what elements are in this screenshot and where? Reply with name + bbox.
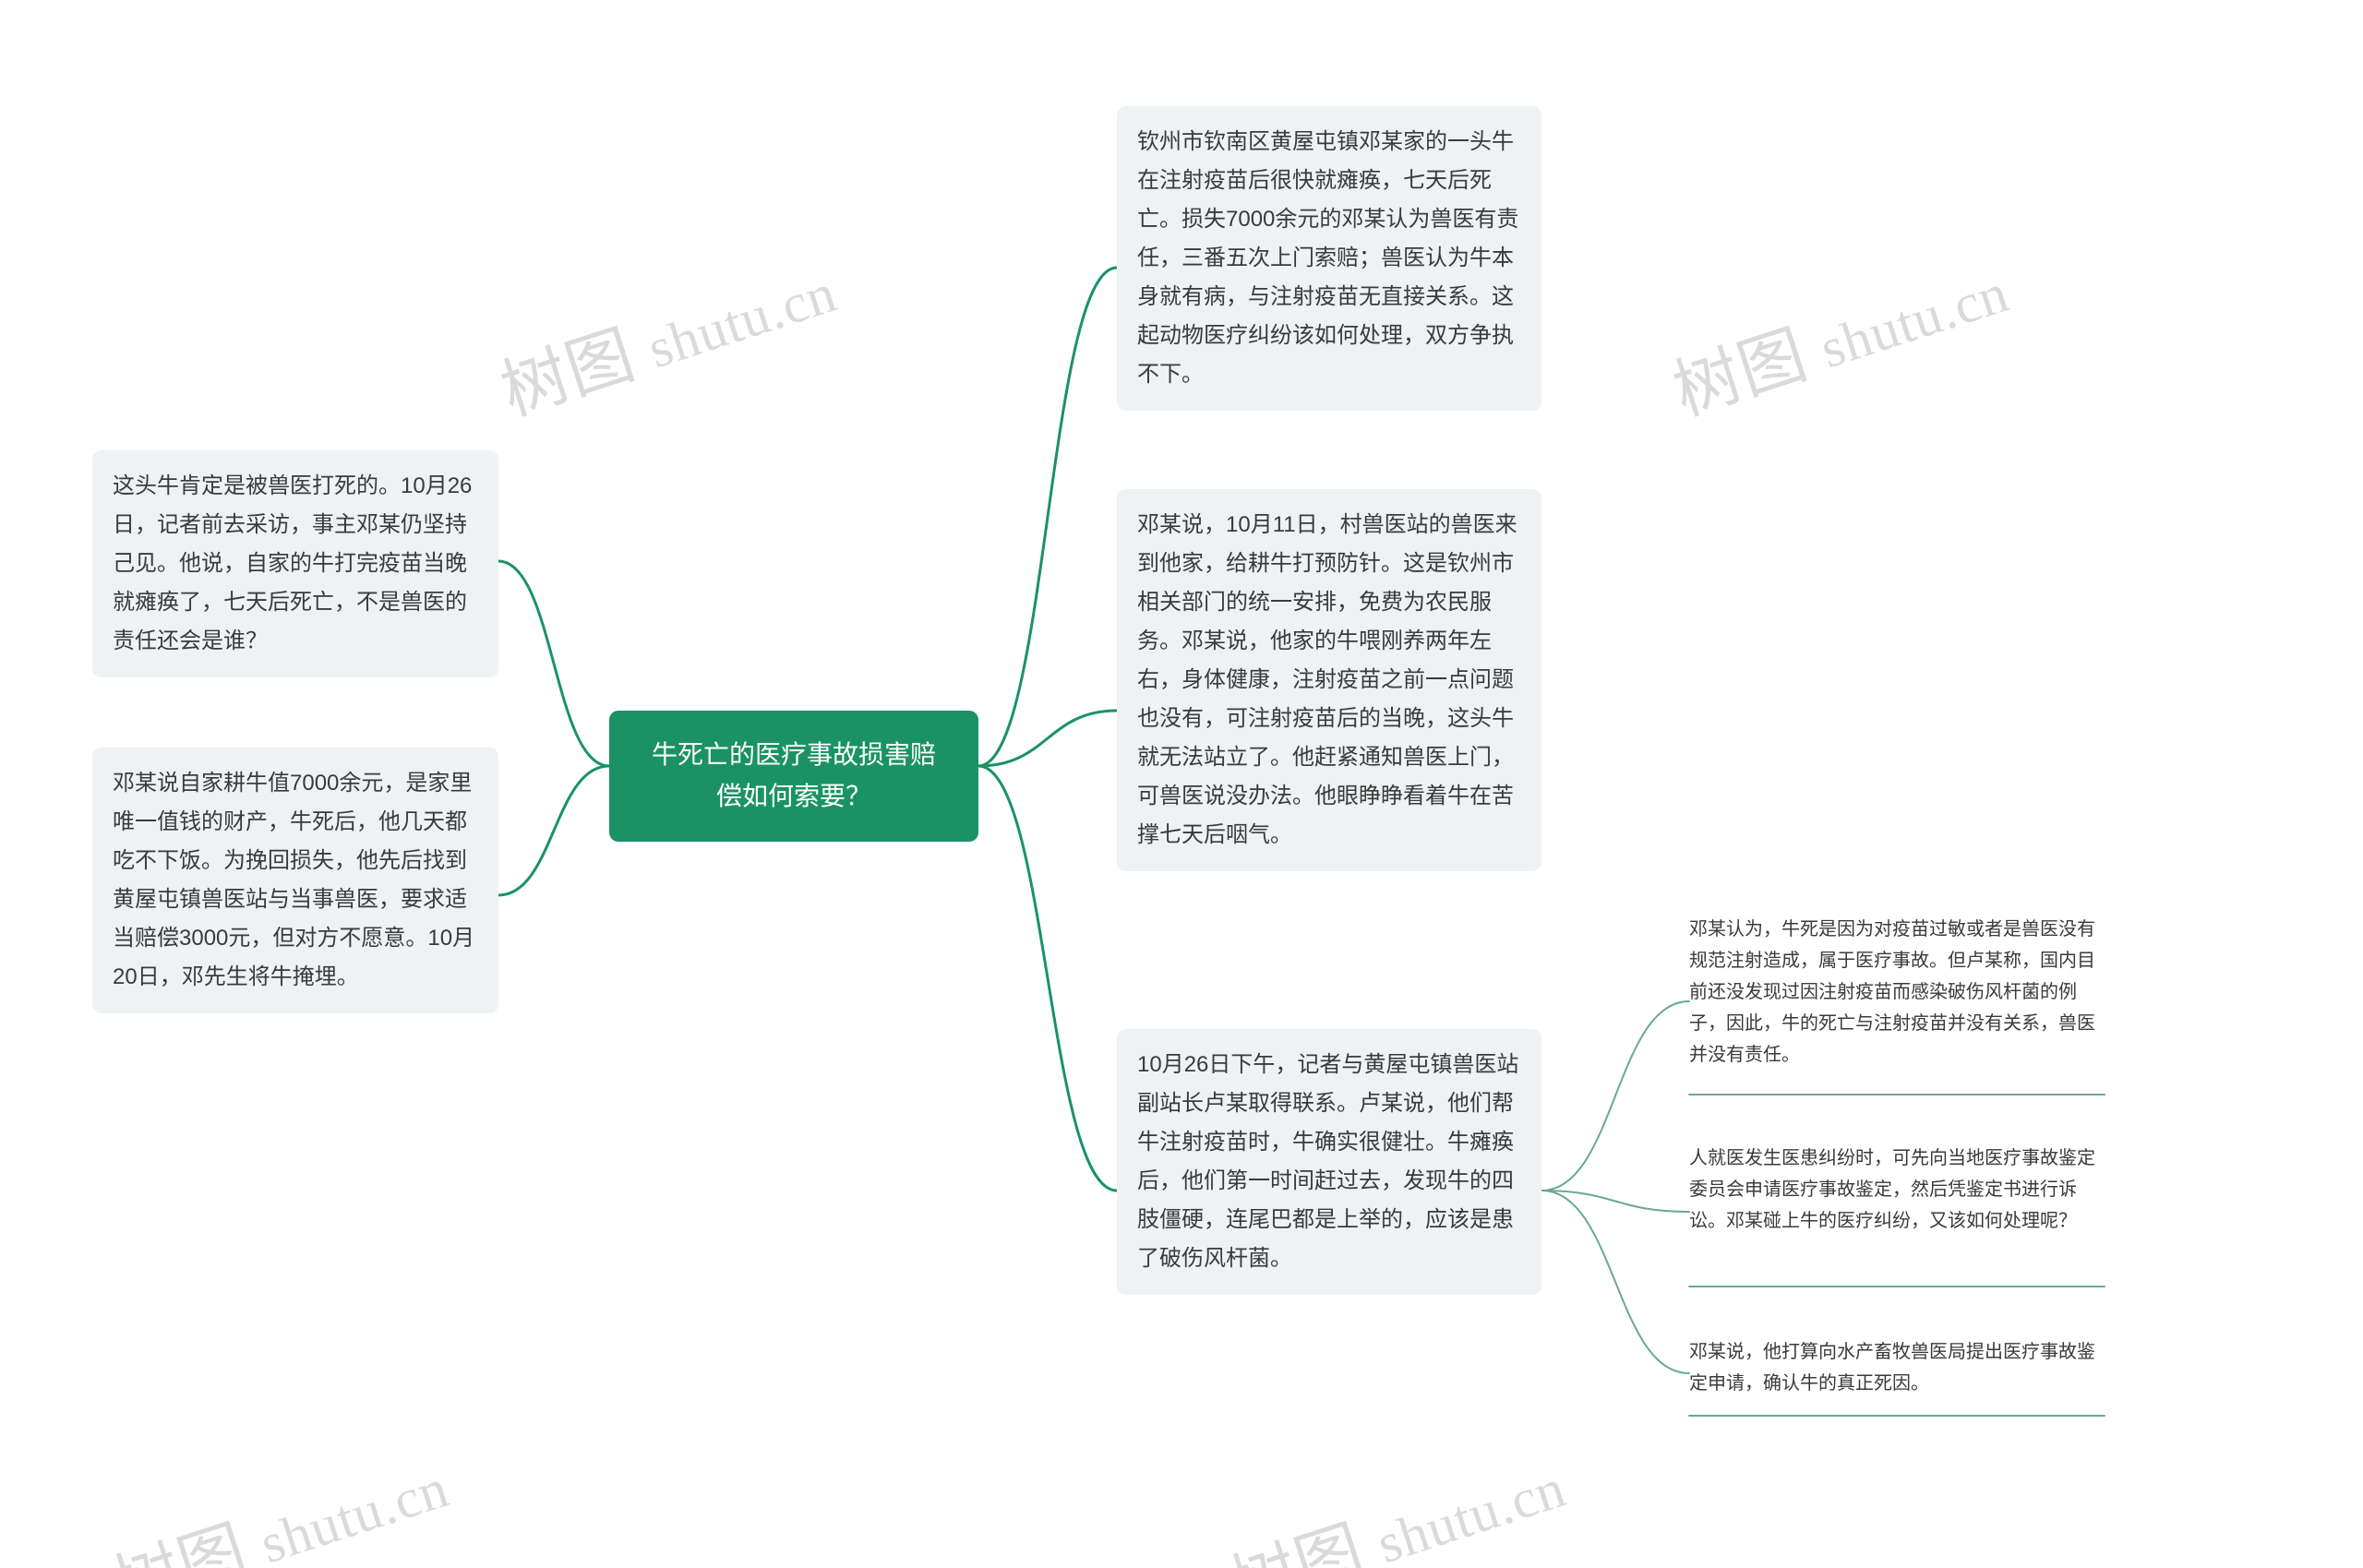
- watermark-en: shutu.cn: [253, 1457, 456, 1568]
- watermark-zh: 树图: [1222, 1513, 1373, 1568]
- watermark: 树图 shutu.cn: [1660, 234, 2019, 434]
- right-node-1[interactable]: 钦州市钦南区黄屋屯镇邓某家的一头牛在注射疫苗后很快就瘫痪，七天后死亡。损失700…: [1117, 106, 1541, 411]
- watermark-zh: 树图: [105, 1513, 257, 1568]
- watermark: 树图 shutu.cn: [100, 1430, 459, 1568]
- right-node-1-text: 钦州市钦南区黄屋屯镇邓某家的一头牛在注射疫苗后很快就瘫痪，七天后死亡。损失700…: [1137, 129, 1518, 387]
- left-node-2[interactable]: 邓某说自家耕牛值7000余元，是家里唯一值钱的财产，牛死后，他几天都吃不下饭。为…: [92, 748, 498, 1013]
- right-node-3-text: 10月26日下午，记者与黄屋屯镇兽医站副站长卢某取得联系。卢某说，他们帮牛注射疫…: [1137, 1052, 1518, 1271]
- sub-node-1-text: 邓某认为，牛死是因为对疫苗过敏或者是兽医没有规范注射造成，属于医疗事故。但卢某称…: [1689, 919, 2095, 1065]
- sub-node-1[interactable]: 邓某认为，牛死是因为对疫苗过敏或者是兽医没有规范注射造成，属于医疗事故。但卢某称…: [1689, 914, 2105, 1071]
- center-line1: 牛死亡的医疗事故损害赔: [652, 740, 936, 769]
- watermark-zh: 树图: [493, 317, 644, 429]
- left-node-1[interactable]: 这头牛肯定是被兽医打死的。10月26日，记者前去采访，事主邓某仍坚持己见。他说，…: [92, 450, 498, 677]
- watermark-en: shutu.cn: [1813, 262, 2016, 380]
- center-node[interactable]: 牛死亡的医疗事故损害赔 偿如何索要？: [609, 711, 978, 842]
- sub-node-3-text: 邓某说，他打算向水产畜牧兽医局提出医疗事故鉴定申请，确认牛的真正死因。: [1689, 1342, 2095, 1394]
- left-node-1-text: 这头牛肯定是被兽医打死的。10月26日，记者前去采访，事主邓某仍坚持己见。他说，…: [113, 473, 472, 653]
- watermark-en: shutu.cn: [1370, 1457, 1573, 1568]
- watermark: 树图 shutu.cn: [1217, 1430, 1576, 1568]
- sub-node-2[interactable]: 人就医发生医患纠纷时，可先向当地医疗事故鉴定委员会申请医疗事故鉴定，然后凭鉴定书…: [1689, 1143, 2105, 1237]
- right-node-2-text: 邓某说，10月11日，村兽医站的兽医来到他家，给耕牛打预防针。这是钦州市相关部门…: [1137, 512, 1517, 847]
- center-line2: 偿如何索要？: [716, 782, 871, 810]
- watermark-zh: 树图: [1665, 317, 1817, 429]
- right-node-3[interactable]: 10月26日下午，记者与黄屋屯镇兽医站副站长卢某取得联系。卢某说，他们帮牛注射疫…: [1117, 1029, 1541, 1295]
- right-node-2[interactable]: 邓某说，10月11日，村兽医站的兽医来到他家，给耕牛打预防针。这是钦州市相关部门…: [1117, 489, 1541, 871]
- watermark-en: shutu.cn: [641, 262, 844, 380]
- left-node-2-text: 邓某说自家耕牛值7000余元，是家里唯一值钱的财产，牛死后，他几天都吃不下饭。为…: [113, 771, 474, 989]
- watermark: 树图 shutu.cn: [487, 234, 846, 434]
- sub-node-2-text: 人就医发生医患纠纷时，可先向当地医疗事故鉴定委员会申请医疗事故鉴定，然后凭鉴定书…: [1689, 1148, 2095, 1231]
- sub-node-3[interactable]: 邓某说，他打算向水产畜牧兽医局提出医疗事故鉴定申请，确认牛的真正死因。: [1689, 1336, 2105, 1399]
